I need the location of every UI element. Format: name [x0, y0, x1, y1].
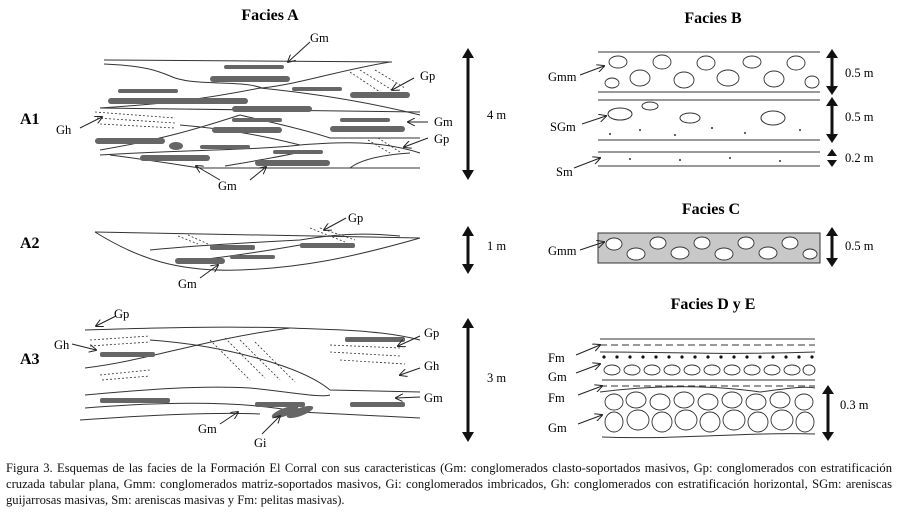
b-code-sm: Sm: [556, 165, 573, 179]
a2-label: A2: [20, 235, 40, 252]
de-code-fm-top: Fm: [548, 351, 565, 365]
a1-clasts: [95, 65, 410, 166]
facies-c-scale-bar: [826, 227, 838, 267]
a3-label: A3: [20, 351, 40, 368]
a1-label: A1: [20, 111, 40, 128]
a2-code-gm: Gm: [178, 277, 197, 291]
a3-code-gm-bottom: Gm: [198, 422, 217, 436]
a3-code-gh-right: Gh: [424, 359, 440, 373]
facies-de-dot-row: [602, 355, 814, 359]
a1-code-gp-right: Gp: [434, 132, 449, 146]
a3-scale: 3 m: [487, 371, 506, 385]
a3-code-gp-left: Gp: [114, 307, 129, 321]
facies-de-title: Facies D y E: [671, 296, 756, 313]
figure-caption: Figura 3. Esquemas de las facies de la F…: [6, 461, 892, 507]
a3-clasts: [100, 337, 405, 419]
a1-code-gm-top: Gm: [310, 31, 329, 45]
de-scale: 0.3 m: [840, 398, 869, 412]
facies-c-layer: [597, 232, 821, 264]
a1-code-gm-bottom: Gm: [218, 179, 237, 193]
facies-b-arrows: [573, 66, 606, 169]
a2-clasts: [175, 243, 355, 264]
a2-arrows: [199, 217, 347, 279]
a1-code-gp: Gp: [420, 69, 435, 83]
a1-arrows: [79, 41, 429, 181]
facies-de-arrows: [575, 345, 602, 425]
c-scale: 0.5 m: [845, 239, 874, 253]
a1-code-gm-right: Gm: [434, 115, 453, 129]
a3-sketch: [79, 326, 421, 421]
a1-scale: 4 m: [487, 108, 506, 122]
c-code-gmm: Gmm: [548, 244, 577, 258]
facies-de-layers: [599, 338, 816, 439]
a3-code-gm-right: Gm: [424, 391, 443, 405]
facies-a-title: Facies A: [241, 7, 299, 24]
a3-arrows: [71, 315, 421, 435]
facies-b-sand-dots: [609, 127, 801, 162]
facies-c-title: Facies C: [682, 201, 740, 218]
b-scale-gmm: 0.5 m: [845, 66, 874, 80]
facies-a-scale-bars: [462, 48, 474, 442]
facies-b-title: Facies B: [684, 10, 742, 27]
a2-sketch: [94, 227, 421, 271]
b-code-sgm: SGm: [550, 120, 576, 134]
a3-code-gp-right: Gp: [424, 326, 439, 340]
facies-de-scale-bar: [822, 385, 834, 441]
de-code-gm-top: Gm: [548, 370, 567, 384]
b-code-gmm: Gmm: [548, 70, 577, 84]
a3-code-gh-left: Gh: [54, 338, 70, 352]
a2-scale: 1 m: [487, 239, 506, 253]
a1-sketch: [94, 59, 421, 169]
de-code-fm-bottom: Fm: [548, 391, 565, 405]
a2-code-gp: Gp: [348, 211, 363, 225]
de-code-gm-bottom: Gm: [548, 421, 567, 435]
b-scale-sm: 0.2 m: [845, 151, 874, 165]
b-scale-sgm: 0.5 m: [845, 110, 874, 124]
c-arrow: [579, 242, 604, 251]
facies-b-layers: [598, 51, 820, 167]
a3-code-gi: Gi: [254, 436, 267, 450]
a1-code-gh: Gh: [56, 123, 72, 137]
facies-b-scale-bars: [826, 49, 838, 167]
